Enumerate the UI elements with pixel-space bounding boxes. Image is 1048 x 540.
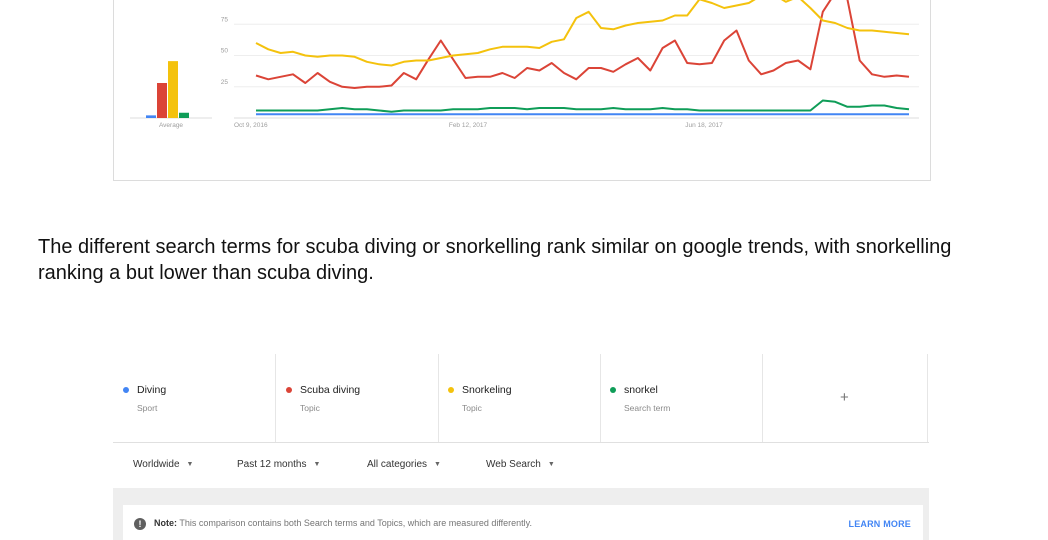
term-chip-scuba-diving[interactable]: Scuba diving Topic xyxy=(276,354,439,442)
term-name: Scuba diving xyxy=(300,384,361,396)
info-icon: ! xyxy=(134,518,146,530)
y-tick-label: 75 xyxy=(221,16,229,23)
average-bar xyxy=(157,83,167,118)
caret-down-icon: ▼ xyxy=(547,460,555,468)
note-label: Note: xyxy=(154,518,177,528)
term-type: Sport xyxy=(137,403,158,413)
learn-more-link[interactable]: LEARN MORE xyxy=(848,519,911,529)
region-select-label: Worldwide xyxy=(133,459,180,470)
term-chip-diving[interactable]: Diving Sport xyxy=(113,354,276,442)
divider xyxy=(113,442,929,443)
search-property-select[interactable]: Web Search ▼ xyxy=(486,459,555,470)
interest-over-time-chart: 25 50 75 Average Oct 9, 2016 Feb 12, 2017 Jun … xyxy=(130,0,919,129)
average-label: Average xyxy=(159,122,183,129)
x-tick-label: Oct 9, 2016 xyxy=(234,122,268,129)
series-color-dot xyxy=(123,387,129,393)
term-chip-snorkeling[interactable]: Snorkeling Topic xyxy=(438,354,601,442)
term-chip-snorkel[interactable]: snorkel Search term xyxy=(600,354,763,442)
region-select[interactable]: Worldwide ▼ xyxy=(133,459,193,470)
series-color-dot xyxy=(610,387,616,393)
add-comparison-button[interactable]: + xyxy=(763,354,928,442)
compare-panel: Diving Sport Scuba diving Topic Snorkeli… xyxy=(113,354,929,540)
y-tick-label: 50 xyxy=(221,48,229,55)
term-type: Search term xyxy=(624,403,671,413)
term-name: snorkel xyxy=(624,384,658,396)
x-tick-label: Feb 12, 2017 xyxy=(449,122,488,129)
average-bar xyxy=(146,115,156,118)
note-body: This comparison contains both Search ter… xyxy=(179,518,533,528)
caret-down-icon: ▼ xyxy=(434,460,441,468)
series-color-dot xyxy=(286,387,292,393)
term-name: Snorkeling xyxy=(462,384,512,396)
note-banner: ! Note: This comparison contains both Se… xyxy=(123,505,923,540)
series-color-dot xyxy=(448,387,454,393)
caret-down-icon: ▼ xyxy=(313,460,321,468)
series-line xyxy=(255,0,910,89)
x-tick-label: Jun 18, 2017 xyxy=(685,122,723,129)
term-type: Topic xyxy=(462,403,482,413)
trends-chart-card: 25 50 75 Average Oct 9, 2016 Feb 12, 2017 Jun … xyxy=(113,0,931,181)
term-name: Diving xyxy=(137,384,167,396)
time-range-label: Past 12 months xyxy=(237,459,307,470)
time-range-select[interactable]: Past 12 months ▼ xyxy=(237,459,320,470)
y-tick-label: 25 xyxy=(221,79,229,86)
average-bar xyxy=(168,61,178,118)
series-line xyxy=(255,0,910,67)
note-message: Note: This comparison contains both Sear… xyxy=(154,518,532,528)
category-label: All categories xyxy=(367,459,428,470)
series-line xyxy=(256,99,910,113)
term-type: Topic xyxy=(300,403,320,413)
search-property-label: Web Search xyxy=(486,459,541,470)
caret-down-icon: ▼ xyxy=(186,460,194,468)
category-select[interactable]: All categories ▼ xyxy=(367,459,441,470)
plus-icon: + xyxy=(840,389,849,406)
average-bar xyxy=(179,112,189,118)
body-paragraph: The different search terms for scuba div… xyxy=(38,236,952,284)
